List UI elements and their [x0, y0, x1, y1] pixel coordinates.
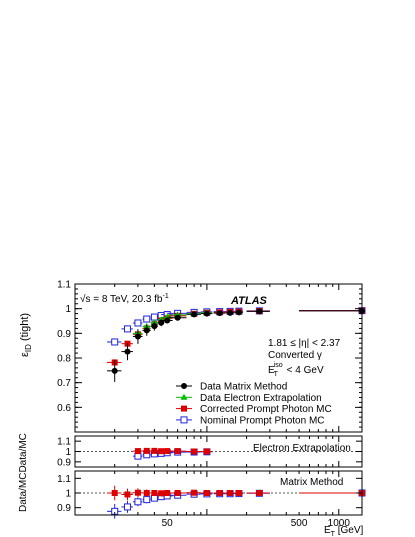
ratio2-point [174, 490, 181, 496]
main-point [111, 367, 118, 374]
main-point [174, 314, 181, 321]
ratio1-point [191, 448, 198, 455]
legend-label: Nominal Prompt Photon MC [200, 415, 325, 426]
legend-marker [180, 416, 188, 424]
ratio1-point [174, 448, 181, 455]
main-point [203, 310, 210, 317]
main-point [164, 317, 171, 324]
legend-entry: Data Matrix Method [176, 382, 287, 393]
main-point [191, 311, 198, 318]
ratio1-point [134, 448, 141, 455]
main-series-data-matrix-method [107, 307, 365, 382]
electron-extrapolation-ratio-data [132, 447, 213, 460]
ratio2-ytick-label: 1.1 [57, 474, 71, 485]
legend-label: Data Electron Extrapolation [200, 393, 322, 404]
main-point [216, 310, 223, 317]
ratio-ylabel: Data/MCData/MC [18, 433, 29, 512]
ratio2-point [191, 489, 198, 496]
main-point [143, 315, 151, 323]
ratio2-point [227, 490, 234, 496]
energy-label: √s = 8 TeV, 20.3 fb-1 [80, 293, 169, 305]
ratio2-point [203, 490, 210, 496]
ratio2-point [150, 494, 158, 502]
ratio2-point [134, 489, 141, 496]
main-point [151, 323, 158, 330]
ratio1-point [151, 447, 158, 454]
ratio1-point [203, 448, 210, 455]
ratio1-point [143, 447, 150, 454]
legend-label: Data Matrix Method [200, 382, 287, 393]
ratio2-ytick-label: 0.9 [57, 503, 71, 514]
ratio2-point [216, 490, 223, 496]
main-point [158, 319, 165, 326]
main-point [235, 309, 242, 316]
axis-ticks: 0.60.70.80.911.10.911.10.911.150 500 1000 [57, 280, 362, 529]
legend-entry: Nominal Prompt Photon MC [176, 415, 325, 426]
main-ytick-label: 0.9 [57, 329, 71, 340]
main-ytick-label: 0.6 [57, 403, 71, 414]
ratio2-point [143, 490, 150, 496]
xlabel: ET [GeV] [324, 525, 364, 537]
xtick-label: 1000 [328, 518, 351, 529]
xtick-label: 50 [162, 518, 174, 529]
ratio2-title: Matrix Method [280, 477, 343, 488]
ratio2-point [256, 490, 263, 496]
main-ylabel: εID (tight) [19, 313, 33, 357]
main-ytick-label: 1 [65, 304, 71, 315]
ratio2-point [143, 496, 151, 504]
main-ytick-label: 1.1 [57, 280, 71, 291]
main-point [256, 308, 263, 315]
main-point [123, 325, 131, 333]
main-point [134, 333, 141, 340]
legend-marker [181, 383, 187, 389]
main-point [111, 338, 119, 346]
legend-entry: Data Electron Extrapolation [176, 393, 322, 404]
ratio2-point [123, 503, 131, 511]
legend-label: Corrected Prompt Photon MC [200, 404, 332, 415]
conversion-label: Converted γ [268, 350, 322, 361]
ratio1-ytick-label: 1 [65, 447, 71, 458]
main-panel-data [107, 307, 366, 382]
ratio1-series-data-electron-extrapolation [132, 447, 213, 455]
ratio2-point [235, 490, 242, 496]
ratio1-ytick-label: 1.1 [57, 437, 71, 448]
ratio2-ytick-label: 1 [65, 489, 71, 500]
legend-marker [181, 405, 187, 412]
ratio2-point [111, 490, 118, 496]
isolation-cut-label: Eiso T < 4 GeV [268, 362, 324, 378]
ratio2-point [134, 498, 142, 506]
atlas-label: ATLAS [230, 295, 268, 307]
main-ytick-label: 0.8 [57, 354, 71, 365]
main-point [134, 319, 142, 327]
main-point [143, 327, 150, 334]
eta-cut-label: 1.81 ≤ |η| < 2.37 [268, 338, 341, 349]
main-point [124, 348, 131, 355]
legend-entry: Corrected Prompt Photon MC [176, 404, 332, 415]
ratio1-title: Electron Extrapolation [253, 443, 351, 454]
ratio2-point [151, 490, 158, 496]
main-ytick-label: 0.7 [57, 378, 71, 389]
legend-marker [180, 393, 188, 400]
ratio2-point [124, 491, 131, 498]
ratio1-ytick-label: 0.9 [57, 457, 71, 468]
xtick-label: 500 [291, 518, 308, 529]
main-point [227, 309, 234, 316]
